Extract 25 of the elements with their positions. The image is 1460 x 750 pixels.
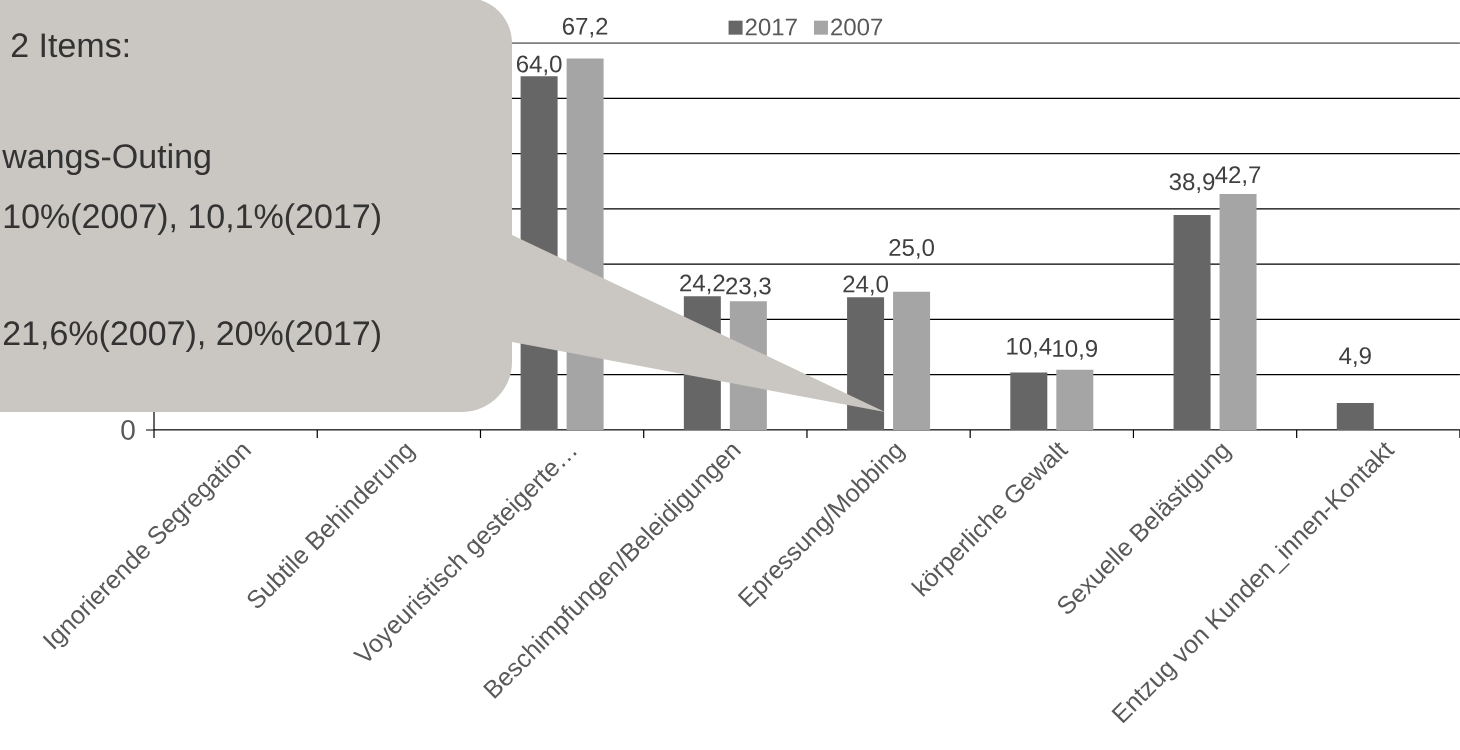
text: 0	[121, 420, 135, 440]
data-label: 38,9	[1169, 173, 1215, 194]
data-label: 24,2	[680, 274, 725, 295]
data-label: 64,0	[516, 55, 562, 76]
bar	[847, 297, 885, 430]
bar	[1010, 372, 1048, 430]
data-label: 67,2	[562, 17, 608, 38]
legend-label: 2017	[745, 18, 797, 36]
bar	[893, 291, 931, 430]
data-label: 4,9	[1339, 347, 1371, 367]
text: 2 Items:	[11, 33, 128, 58]
bar	[1219, 193, 1257, 430]
data-label: 10,9	[1053, 339, 1098, 360]
legend-label: 2007	[831, 18, 883, 36]
annotation: 21,6%(2007), 20%(2017)	[3, 320, 380, 353]
data-label: 24,0	[843, 275, 888, 296]
bar	[1336, 402, 1374, 430]
data-label: 23,3	[726, 277, 771, 298]
data-label: 25,0	[889, 239, 934, 259]
data-label: 42,7	[1215, 166, 1261, 186]
annotation: wangs-Outing	[2, 143, 210, 176]
bar	[1056, 369, 1094, 430]
annotation: 10%(2007), 10,1%(2017)	[4, 203, 380, 236]
data-label: 10,4	[1007, 337, 1052, 358]
bar	[1173, 214, 1211, 430]
